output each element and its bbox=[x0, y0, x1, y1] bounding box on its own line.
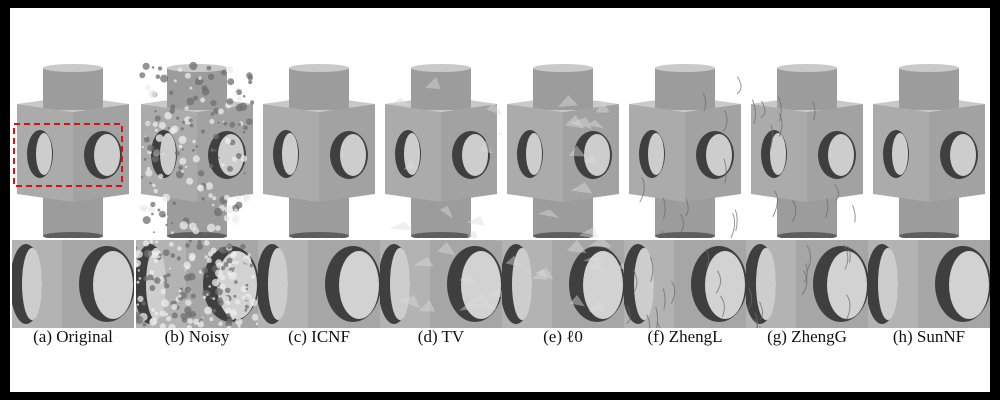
panel-caption: (b) Noisy bbox=[164, 327, 230, 346]
mesh-closeup-h bbox=[868, 240, 990, 328]
panel-caption: (a) Original bbox=[33, 327, 113, 346]
mesh-render-h bbox=[873, 64, 985, 238]
mesh-closeup-e bbox=[502, 240, 624, 328]
figure-panel-b: (b) Noisy bbox=[136, 8, 258, 392]
panel-caption: (g) ZhengG bbox=[767, 327, 847, 346]
panel-caption: (h) SunNF bbox=[892, 327, 966, 346]
panel-caption: (f) ZhengL bbox=[647, 327, 723, 346]
figure-panel-g: (g) ZhengG bbox=[746, 8, 868, 392]
mesh-closeup-g bbox=[746, 240, 868, 328]
mesh-render-a bbox=[13, 64, 129, 238]
mesh-render-c bbox=[263, 64, 375, 238]
figure-panel-f: (f) ZhengL bbox=[624, 8, 746, 392]
figure-panel-e: (e) ℓ0 bbox=[502, 8, 624, 392]
mesh-closeup-c bbox=[258, 240, 380, 328]
panel-caption: (c) ICNF bbox=[288, 327, 350, 346]
mesh-render-b bbox=[139, 61, 255, 238]
mesh-render-d bbox=[385, 64, 502, 238]
figure-panel-a: (a) Original bbox=[12, 8, 134, 392]
mesh-render-g bbox=[751, 64, 863, 238]
figure-frame: (a) Original (b) Noisy (c) ICNF (d) TV (e) ℓ… bbox=[10, 8, 990, 392]
mesh-closeup-d bbox=[380, 240, 502, 328]
panel-caption: (e) ℓ0 bbox=[543, 327, 583, 346]
mesh-closeup-b bbox=[136, 240, 258, 328]
mesh-closeup-a bbox=[12, 240, 134, 328]
mesh-closeup-f bbox=[624, 240, 746, 328]
figure-panel-h: (h) SunNF bbox=[868, 8, 990, 392]
figure-panel-d: (d) TV bbox=[380, 8, 502, 392]
figure-panel-c: (c) ICNF bbox=[258, 8, 380, 392]
mesh-render-e bbox=[507, 64, 619, 238]
panel-caption: (d) TV bbox=[417, 327, 465, 346]
mesh-render-f bbox=[629, 64, 742, 238]
